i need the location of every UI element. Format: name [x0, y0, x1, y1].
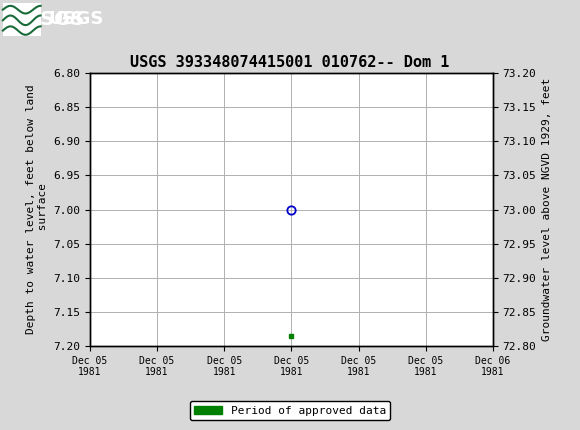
Text: ≡USGS: ≡USGS — [9, 10, 85, 29]
FancyBboxPatch shape — [3, 3, 41, 36]
Y-axis label: Groundwater level above NGVD 1929, feet: Groundwater level above NGVD 1929, feet — [542, 78, 552, 341]
Text: USGS: USGS — [48, 10, 103, 28]
Legend: Period of approved data: Period of approved data — [190, 401, 390, 420]
Y-axis label: Depth to water level, feet below land
 surface: Depth to water level, feet below land su… — [26, 85, 48, 335]
Text: USGS 393348074415001 010762-- Dom 1: USGS 393348074415001 010762-- Dom 1 — [130, 55, 450, 70]
